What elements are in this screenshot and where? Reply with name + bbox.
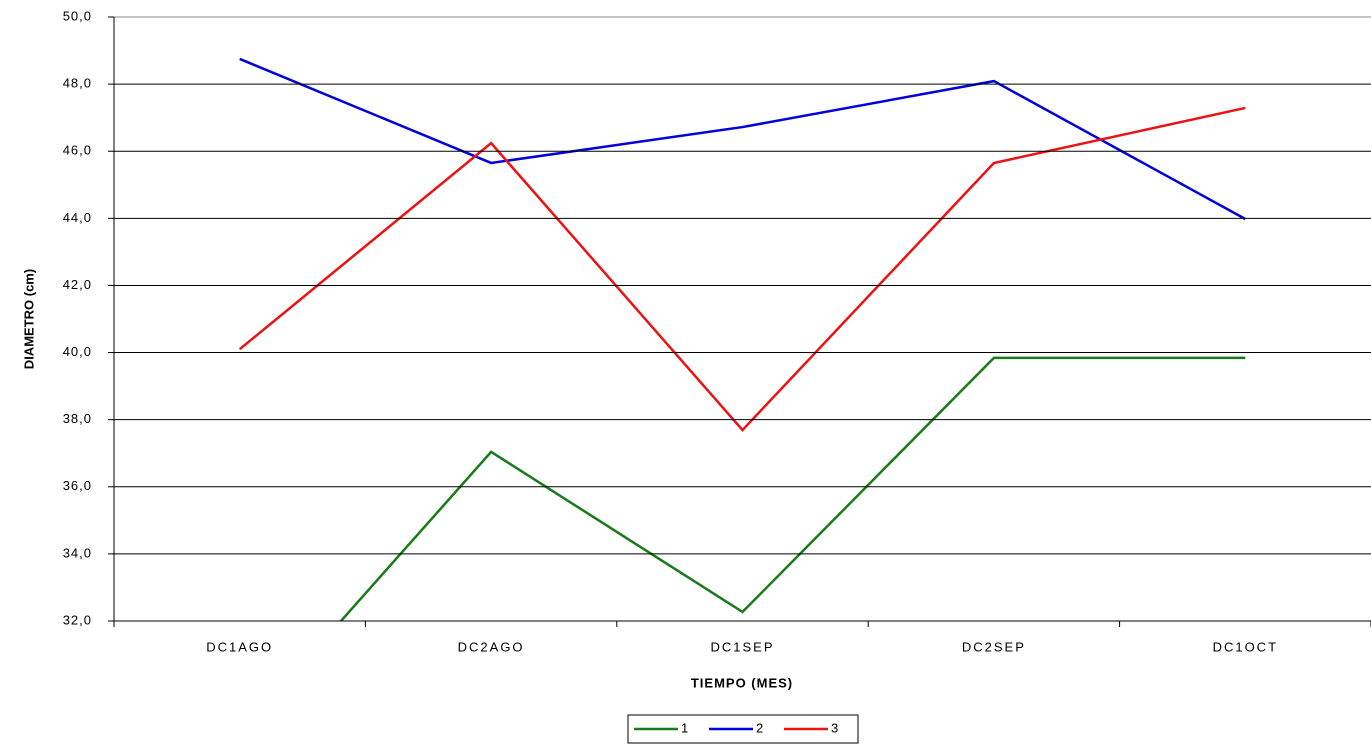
y-tick-label: 44,0 [63,210,92,225]
y-tick-label: 46,0 [63,143,92,158]
plot-lines [238,57,1246,621]
y-tick-label: 48,0 [63,76,92,91]
y-tick-label: 32,0 [63,612,92,627]
x-tick-label: DC2AGO [458,639,525,654]
series-line [238,106,1246,432]
series-line [239,57,1246,221]
x-axis-title: TIEMPO (MES) [691,675,793,690]
x-tick-label: DC1SEP [710,639,774,654]
y-tick-label: 50,0 [63,8,92,23]
legend-label: 2 [756,720,763,735]
y-axis-title: DIAMETRO (cm) [21,269,36,369]
x-tick-label: DC2SEP [962,639,1026,654]
series-line [339,356,1246,621]
x-tick-label: DC1OCT [1213,639,1278,654]
legend-label: 1 [681,720,688,735]
y-tick-label: 34,0 [63,545,92,560]
y-tick-label: 40,0 [63,344,92,359]
y-tick-label: 36,0 [63,478,92,493]
x-tick-label: DC1AGO [206,639,273,654]
y-tick-label: 38,0 [63,411,92,426]
legend-label: 3 [831,720,838,735]
y-tick-label: 42,0 [63,277,92,292]
